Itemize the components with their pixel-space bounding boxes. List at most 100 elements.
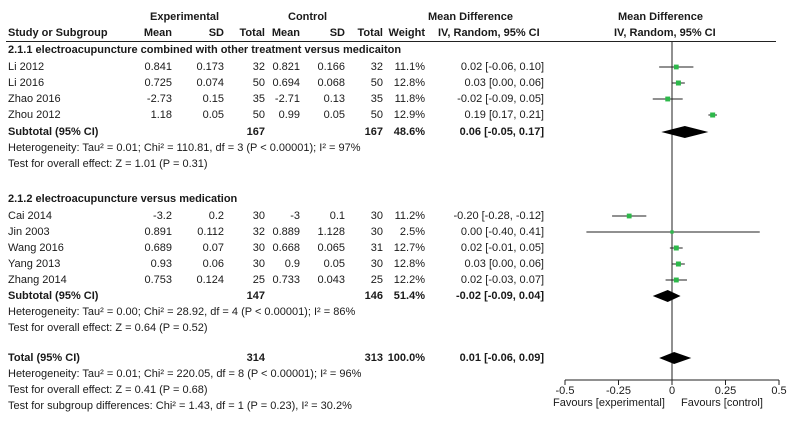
sd-experimental: 0.124 (196, 274, 224, 286)
mean-control: 0.821 (272, 61, 300, 73)
subgroup1-subtotal-ci: 0.06 [-0.05, 0.17] (459, 126, 544, 138)
total-control: 50 (370, 77, 383, 89)
total-label: Total (95% CI) (8, 352, 80, 364)
header-mean-difference: Mean Difference (428, 11, 513, 23)
subgroup-differences: Test for subgroup differences: Chi² = 1.… (8, 400, 352, 412)
subgroup1-overall-effect: Test for overall effect: Z = 1.01 (P = 0… (8, 158, 208, 170)
mean-control: 0.99 (278, 109, 300, 121)
mean-control: 0.889 (272, 226, 300, 238)
x-tick-label: 0.5 (771, 385, 786, 397)
x-tick-label: -0.5 (556, 385, 575, 397)
study-name: Jin 2003 (8, 226, 50, 238)
subtotal-diamond-2-1-1 (661, 126, 709, 138)
total-experimental: 30 (252, 242, 265, 254)
total-control: 35 (370, 93, 383, 105)
header-method: IV, Random, 95% CI (438, 27, 540, 39)
total-diamond (659, 352, 692, 364)
mean-experimental: -3.2 (153, 210, 172, 222)
sd-control: 0.166 (317, 61, 345, 73)
study-name: Zhao 2016 (8, 93, 61, 105)
mean-experimental: 0.753 (144, 274, 172, 286)
weight: 12.2% (393, 274, 425, 286)
header-total-control: Total (357, 27, 383, 39)
header-mean-experimental: Mean (143, 27, 172, 39)
mean-experimental: -2.73 (146, 93, 172, 105)
mean-control: -2.71 (274, 93, 300, 105)
sd-control: 0.05 (323, 258, 345, 270)
sd-control: 0.05 (323, 109, 345, 121)
study-point (675, 261, 681, 267)
total-total-c: 313 (364, 352, 383, 364)
favours-control-label: Favours [control] (681, 397, 763, 409)
mean-control: 0.733 (272, 274, 300, 286)
sd-control: 0.065 (317, 242, 345, 254)
mean-control: 0.668 (272, 242, 300, 254)
total-ci: 0.01 [-0.06, 0.09] (459, 352, 544, 364)
header-mean-control: Mean (271, 27, 300, 39)
subgroup1-heterogeneity: Heterogeneity: Tau² = 0.01; Chi² = 110.8… (8, 142, 361, 154)
mean-control: 0.694 (272, 77, 300, 89)
sd-experimental: 0.15 (202, 93, 224, 105)
sd-experimental: 0.173 (196, 61, 224, 73)
total-total-e: 314 (246, 352, 265, 364)
sd-control: 0.1 (329, 210, 345, 222)
study-name: Zhang 2014 (8, 274, 67, 286)
weight: 11.1% (394, 61, 425, 73)
subgroup1-subtotal-total-c: 167 (364, 126, 383, 138)
study-name: Yang 2013 (8, 258, 61, 270)
header-total-experimental: Total (239, 27, 265, 39)
study-point (673, 277, 679, 283)
sd-control: 0.068 (317, 77, 345, 89)
total-experimental: 32 (252, 226, 265, 238)
mean-difference-ci: 0.02 [-0.06, 0.10] (460, 61, 544, 73)
total-control: 32 (370, 61, 383, 73)
mean-control: 0.9 (284, 258, 300, 270)
subgroup2-subtotal-total-e: 147 (246, 290, 265, 302)
mean-experimental: 0.689 (144, 242, 172, 254)
header-experimental: Experimental (150, 11, 220, 23)
total-control: 30 (370, 226, 383, 238)
study-name: Li 2012 (8, 61, 45, 73)
subgroup1-subtotal-weight: 48.6% (393, 126, 425, 138)
sd-experimental: 0.05 (202, 109, 224, 121)
total-experimental: 35 (252, 93, 265, 105)
mean-experimental: 1.18 (150, 109, 172, 121)
study-point (710, 112, 716, 118)
header-method-plot: IV, Random, 95% CI (614, 27, 716, 39)
subgroup1-subtotal-label: Subtotal (95% CI) (8, 126, 99, 138)
mean-difference-ci: -0.02 [-0.09, 0.05] (457, 93, 544, 105)
header-mean-difference-plot: Mean Difference (618, 11, 703, 23)
mean-experimental: 0.841 (144, 61, 172, 73)
weight: 11.2% (394, 210, 425, 222)
subgroup1-subtotal-total-e: 167 (246, 126, 265, 138)
study-point (675, 80, 681, 86)
sd-experimental: 0.07 (202, 242, 224, 254)
sd-control: 1.128 (317, 226, 345, 238)
mean-experimental: 0.725 (144, 77, 172, 89)
study-point (670, 230, 674, 234)
subtotal-diamond-2-1-2 (652, 290, 681, 302)
total-experimental: 30 (252, 210, 265, 222)
favours-experimental-label: Favours [experimental] (553, 397, 665, 409)
subgroup1-title: 2.1.1 electroacupuncture combined with o… (8, 44, 402, 56)
sd-experimental: 0.2 (208, 210, 224, 222)
total-experimental: 25 (252, 274, 265, 286)
header-sd-control: SD (329, 27, 345, 39)
x-tick-label: 0 (669, 385, 675, 397)
total-control: 30 (370, 210, 383, 222)
study-name: Li 2016 (8, 77, 45, 89)
mean-difference-ci: -0.20 [-0.28, -0.12] (453, 210, 545, 222)
x-tick-label: -0.25 (606, 385, 631, 397)
subgroup2-heterogeneity: Heterogeneity: Tau² = 0.00; Chi² = 28.92… (8, 306, 356, 318)
subgroup2-title: 2.1.2 electroacupuncture versus medicati… (8, 193, 238, 205)
sd-experimental: 0.112 (197, 226, 224, 238)
total-control: 50 (370, 109, 383, 121)
sd-experimental: 0.074 (196, 77, 224, 89)
header-study-or-subgroup: Study or Subgroup (8, 27, 108, 39)
weight: 12.9% (393, 109, 425, 121)
mean-experimental: 0.93 (150, 258, 172, 270)
total-experimental: 32 (252, 61, 265, 73)
sd-control: 0.13 (323, 93, 345, 105)
study-point (673, 64, 679, 70)
